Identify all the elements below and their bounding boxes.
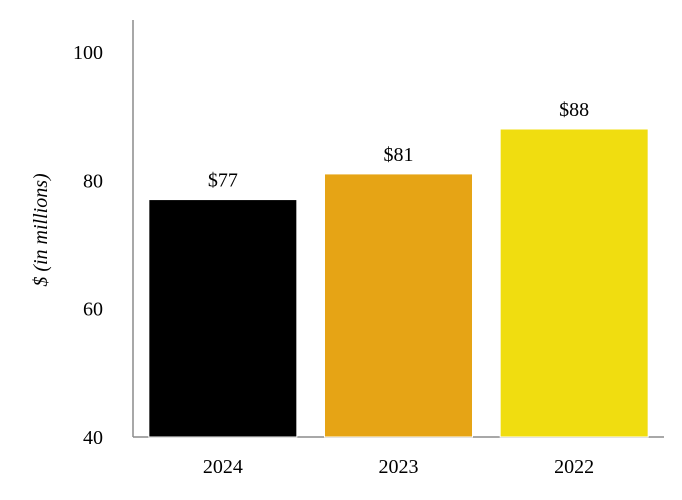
x-axis: 2024 2023 2022 [133,436,664,478]
x-tick-label: 2024 [203,456,243,478]
bar-2023 [324,173,473,438]
data-label-2023: $81 [384,144,414,166]
y-tick-label: 100 [73,42,103,64]
y-axis: 40 60 80 100 [73,20,134,449]
data-labels: $77 $81 $88 [208,99,589,192]
y-tick-label: 60 [83,299,103,321]
y-tick-label: 80 [83,170,103,192]
x-tick-label: 2022 [554,456,594,478]
bar-2024 [148,199,298,438]
bars [148,128,649,438]
bar-2022 [499,128,649,438]
y-axis-title: $ (in millions) [30,173,52,287]
x-tick-label: 2023 [379,456,419,478]
x-category-labels: 2024 2023 2022 [203,456,594,478]
y-tick-labels: 40 60 80 100 [73,42,103,449]
y-tick-label: 40 [83,427,103,449]
data-label-2024: $77 [208,170,238,192]
data-label-2022: $88 [559,99,589,121]
